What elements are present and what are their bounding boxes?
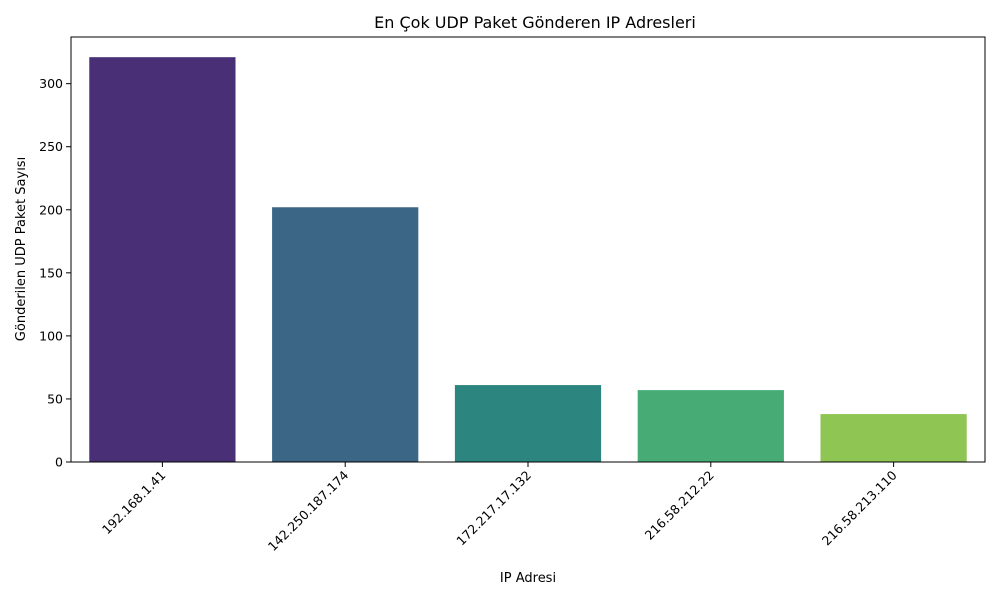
x-tick-label: 192.168.1.41 — [99, 468, 169, 538]
y-tick-label: 250 — [39, 139, 63, 154]
x-tick-label: 216.58.212.22 — [642, 468, 717, 543]
y-tick-label: 100 — [39, 328, 63, 343]
y-tick-label: 200 — [39, 202, 63, 217]
y-tick-label: 150 — [39, 265, 63, 280]
x-tick-label: 172.217.17.132 — [453, 468, 534, 549]
bar-4 — [637, 390, 784, 462]
bar-2 — [272, 207, 419, 462]
bar-5 — [820, 414, 967, 462]
y-axis-label: Gönderilen UDP Paket Sayısı — [14, 157, 29, 341]
bar-3 — [454, 385, 602, 462]
chart-title: En Çok UDP Paket Gönderen IP Adresleri — [374, 13, 696, 32]
x-tick-label: 142.250.187.174 — [265, 467, 352, 554]
y-tick-label: 300 — [39, 76, 63, 91]
bar-1 — [89, 57, 236, 463]
plot-frame — [70, 36, 986, 463]
x-tick-label: 216.58.213.110 — [819, 467, 900, 548]
x-axis-label: IP Adresi — [500, 571, 556, 586]
y-tick-label: 50 — [47, 391, 63, 406]
y-tick-label: 0 — [55, 455, 63, 470]
